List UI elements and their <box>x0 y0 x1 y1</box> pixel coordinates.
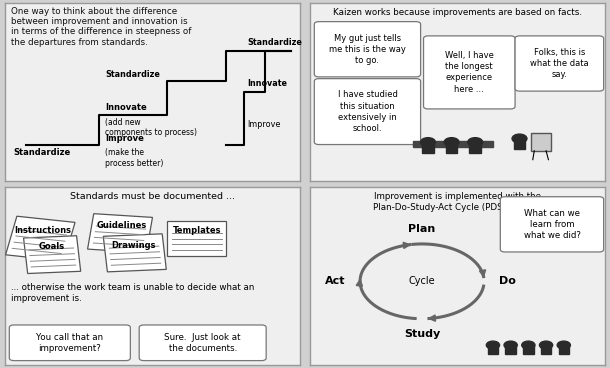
Text: One way to think about the difference
between improvement and innovation is
in t: One way to think about the difference be… <box>11 7 191 47</box>
Circle shape <box>539 341 553 349</box>
Circle shape <box>522 341 535 349</box>
Circle shape <box>557 341 570 349</box>
FancyBboxPatch shape <box>139 325 266 361</box>
FancyBboxPatch shape <box>314 79 421 145</box>
Text: Sure.  Just look at
the documents.: Sure. Just look at the documents. <box>165 333 241 353</box>
Text: My gut just tells
me this is the way
to go.: My gut just tells me this is the way to … <box>329 33 406 65</box>
Text: I have studied
this situation
extensively in
school.: I have studied this situation extensivel… <box>337 91 397 133</box>
Bar <box>541 345 551 354</box>
Bar <box>469 142 481 153</box>
Text: Innovate: Innovate <box>106 103 147 113</box>
FancyBboxPatch shape <box>531 133 550 151</box>
Text: Standardize: Standardize <box>14 148 71 157</box>
Text: Instructions: Instructions <box>14 226 71 235</box>
Text: Goals: Goals <box>38 242 64 251</box>
Circle shape <box>504 341 517 349</box>
Text: (add new
components to process): (add new components to process) <box>106 118 197 137</box>
Bar <box>103 234 167 272</box>
FancyBboxPatch shape <box>314 22 421 77</box>
Bar <box>167 221 226 256</box>
FancyBboxPatch shape <box>9 325 131 361</box>
FancyBboxPatch shape <box>500 197 604 252</box>
Text: Act: Act <box>325 276 345 286</box>
Text: (make the
process better): (make the process better) <box>106 148 163 167</box>
Bar <box>446 142 458 153</box>
Text: Cycle: Cycle <box>409 276 436 286</box>
Text: Study: Study <box>404 329 440 339</box>
Circle shape <box>468 138 483 146</box>
Bar <box>24 236 81 273</box>
Text: Guidelines: Guidelines <box>96 221 146 230</box>
Bar <box>514 139 525 149</box>
Text: Standardize: Standardize <box>106 70 160 79</box>
Text: Kaizen works because improvements are based on facts.: Kaizen works because improvements are ba… <box>333 8 582 17</box>
FancyBboxPatch shape <box>515 36 604 91</box>
FancyBboxPatch shape <box>423 36 515 109</box>
Circle shape <box>444 138 459 146</box>
Bar <box>88 214 152 253</box>
Text: Improve: Improve <box>247 120 281 130</box>
Text: Templates: Templates <box>173 226 221 235</box>
Text: Plan: Plan <box>409 224 436 234</box>
Text: Do: Do <box>499 276 515 286</box>
Text: Standardize: Standardize <box>247 39 302 47</box>
Bar <box>523 345 534 354</box>
Bar <box>422 142 434 153</box>
Text: What can we
learn from
what we did?: What can we learn from what we did? <box>523 209 580 240</box>
Text: You call that an
improvement?: You call that an improvement? <box>36 333 104 353</box>
Text: Well, I have
the longest
experience
here ...: Well, I have the longest experience here… <box>445 51 493 93</box>
Bar <box>506 345 516 354</box>
Text: Standards must be documented ...: Standards must be documented ... <box>70 192 235 201</box>
Text: ... otherwise the work team is unable to decide what an
improvement is.: ... otherwise the work team is unable to… <box>11 283 254 302</box>
Circle shape <box>420 138 436 146</box>
Bar <box>5 216 75 261</box>
Text: Folks, this is
what the data
say.: Folks, this is what the data say. <box>530 48 589 79</box>
Bar <box>488 345 498 354</box>
Bar <box>413 141 493 147</box>
Text: Innovate: Innovate <box>247 79 287 88</box>
Text: Improvement is implemented with the
Plan-Do-Study-Act Cycle (PDSA Cycle).: Improvement is implemented with the Plan… <box>373 192 542 212</box>
Bar <box>559 345 569 354</box>
Circle shape <box>512 134 527 143</box>
Text: Drawings: Drawings <box>112 241 156 250</box>
Circle shape <box>486 341 500 349</box>
Text: Improve: Improve <box>106 134 144 143</box>
